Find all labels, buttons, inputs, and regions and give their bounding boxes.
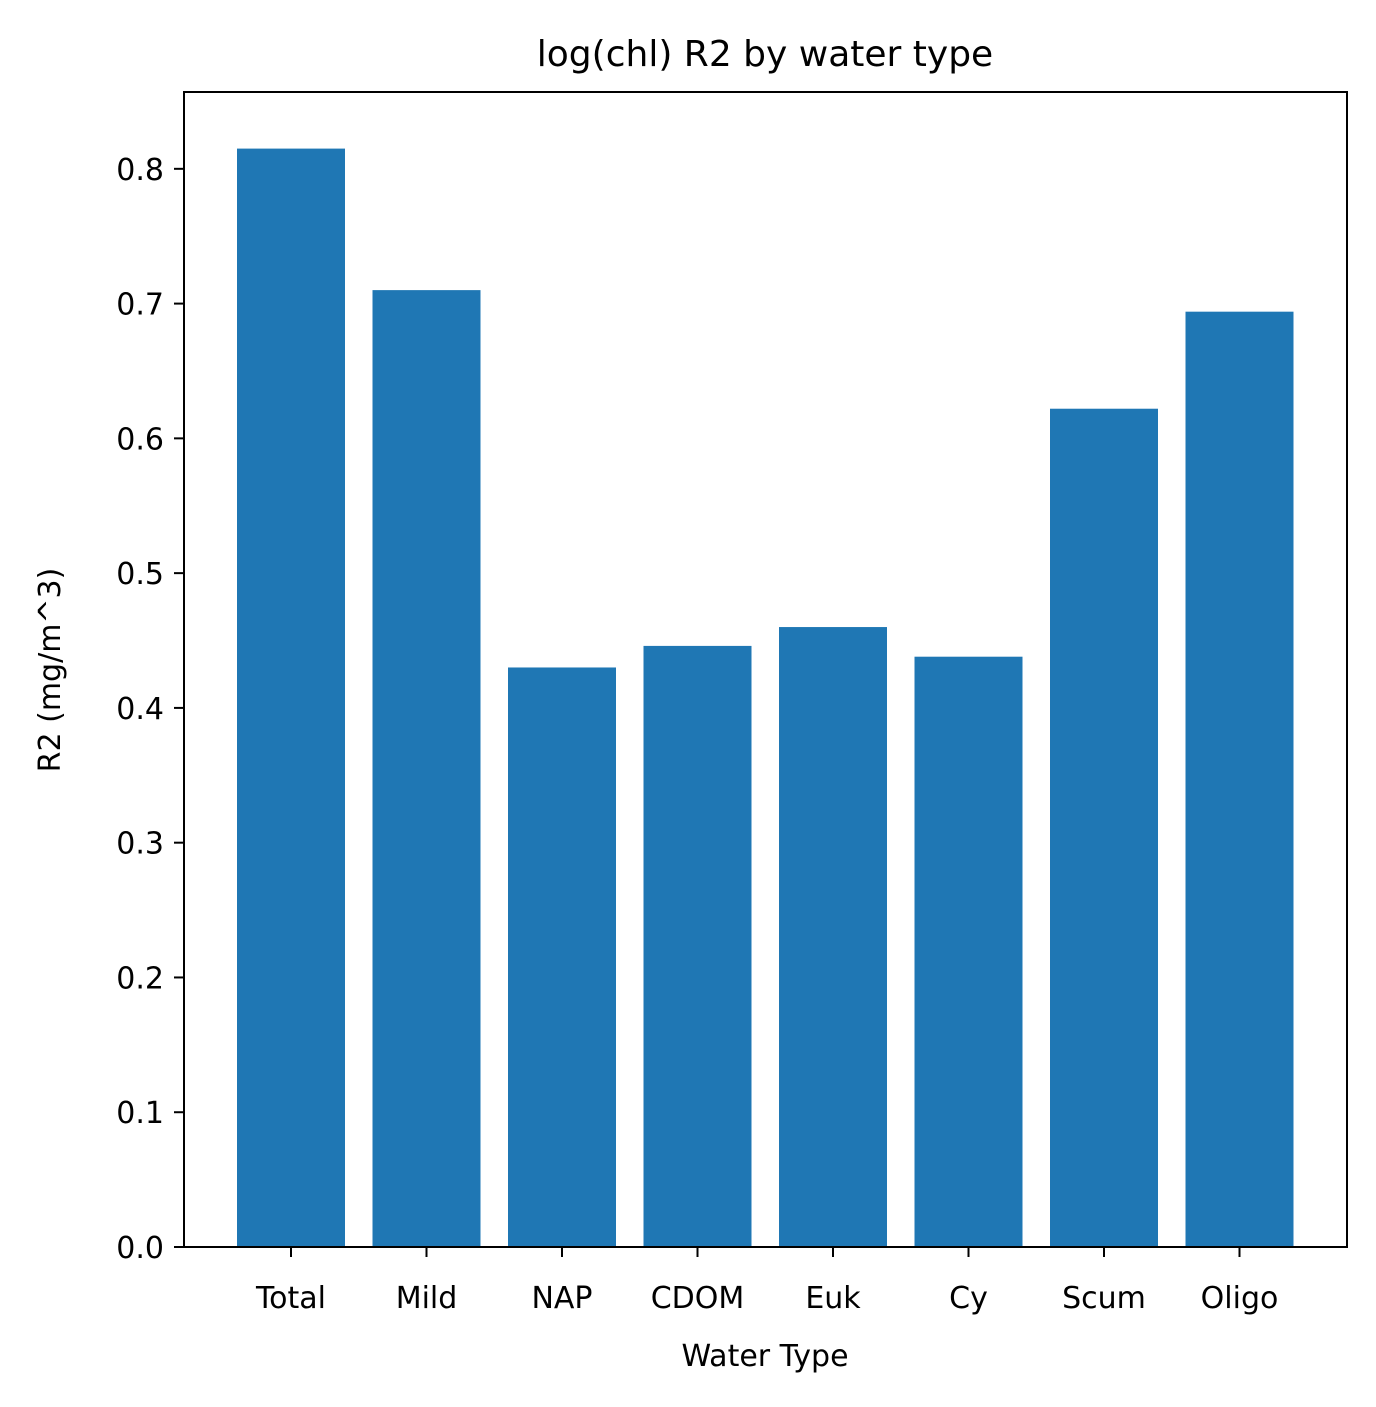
bar-mild [372,290,481,1247]
x-tick-label-nap: NAP [531,1281,592,1316]
y-tick-label: 0.6 [116,422,164,457]
bar-oligo [1185,311,1294,1247]
y-tick-label: 0.8 [116,153,164,188]
y-tick-label: 0.1 [116,1096,164,1131]
x-tick-label-mild: Mild [396,1281,458,1316]
y-tick-label: 0.7 [116,288,164,323]
y-tick-label: 0.0 [116,1231,164,1266]
bar-cdom [643,645,752,1247]
y-tick-label: 0.4 [116,692,164,727]
x-tick-label-scum: Scum [1062,1281,1146,1316]
plot-frame [183,91,1348,1248]
x-tick-label-euk: Euk [805,1281,861,1316]
y-tick-label: 0.3 [116,827,164,862]
x-tick-label-oligo: Oligo [1201,1281,1279,1316]
y-axis-title: R2 (mg/m^3) [33,568,68,773]
x-axis: Total Mild NAP CDOM Euk Cy Scum Oligo [255,1247,1278,1316]
y-tick-label: 0.5 [116,557,164,592]
bars-group [237,148,1294,1248]
x-axis-title: Water Type [681,1339,848,1374]
chart-title: log(chl) R2 by water type [537,34,993,75]
bar-scum [1050,408,1158,1248]
bar-total [237,148,345,1248]
x-tick-label-cy: Cy [949,1281,988,1316]
x-tick-label-total: Total [255,1281,326,1316]
y-axis: 0.0 0.1 0.2 0.3 0.4 0.5 0.6 0.7 0.8 [116,153,184,1266]
bar-nap [508,667,616,1247]
y-tick-label: 0.2 [116,961,164,996]
x-tick-label-cdom: CDOM [651,1281,745,1316]
bar-cy [914,656,1023,1247]
bar-euk [779,627,887,1247]
